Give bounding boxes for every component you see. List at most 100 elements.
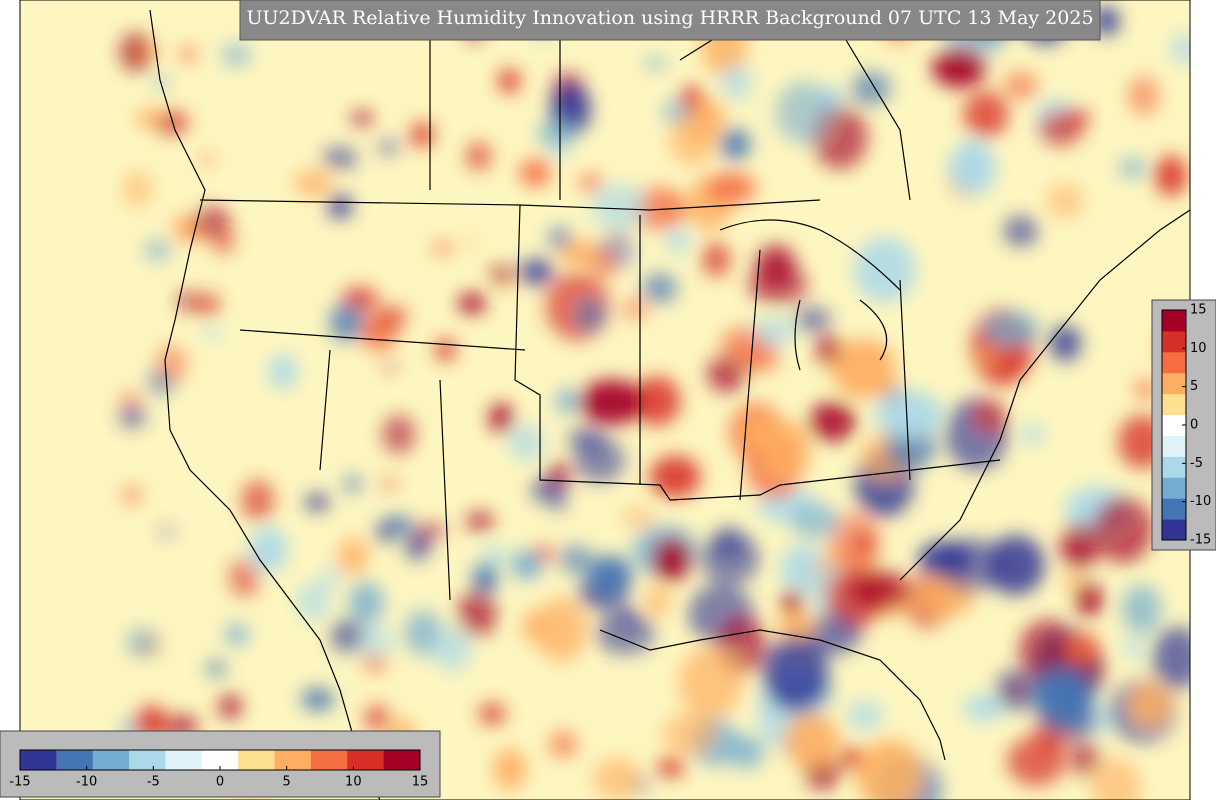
field-blob [1023, 423, 1044, 445]
field-blob [644, 56, 667, 70]
field-blob [973, 399, 1007, 433]
field-blob [763, 635, 829, 713]
field-blob [122, 484, 141, 505]
field-blob [435, 338, 456, 362]
field-blob [574, 297, 605, 333]
field-blob [377, 140, 400, 155]
field-blob [327, 194, 353, 219]
field-blob [129, 42, 161, 61]
field-blob [976, 346, 998, 368]
field-blob [986, 535, 1045, 595]
field-blob [1075, 582, 1103, 617]
field-blob [705, 172, 757, 204]
field-blob [808, 401, 856, 442]
field-blob [963, 91, 1009, 139]
colorbar-tick-label: 5 [283, 775, 291, 790]
field-blob [617, 608, 638, 626]
field-blob [535, 597, 587, 662]
field-blob [457, 590, 497, 638]
field-blob [678, 646, 743, 719]
field-blob [1003, 215, 1038, 247]
colorbar-segment [1162, 330, 1186, 353]
field-blob [849, 570, 909, 610]
colorbar-segment [310, 750, 348, 770]
field-blob [595, 610, 655, 655]
field-blob [752, 317, 795, 347]
field-blob [218, 694, 242, 720]
field-blob [739, 343, 779, 373]
field-blob [410, 122, 434, 148]
colorbar-segment [1162, 477, 1186, 499]
colorbar-bottom: -15 -10 -5 0 5 10 15 [9, 749, 428, 790]
innovation-field [119, 0, 1190, 800]
field-blob [1172, 33, 1190, 65]
field-blob [301, 688, 334, 711]
field-blob [574, 437, 625, 483]
field-blob [579, 379, 644, 425]
colorbar-tick-label: -15 [9, 775, 30, 790]
field-blob [322, 147, 358, 169]
field-blob [305, 493, 330, 511]
field-blob [482, 545, 507, 568]
field-blob [702, 241, 731, 277]
field-blob [1134, 378, 1157, 400]
field-blob [171, 213, 198, 240]
field-blob [338, 537, 368, 576]
field-blob [1128, 682, 1173, 728]
colorbar-right: 15 10 5 0 -5 -10 -15 [1161, 303, 1211, 548]
field-blob [1033, 666, 1093, 730]
pacific-coast [149, 9, 381, 800]
colorbar-tick-label: -10 [1190, 494, 1211, 509]
field-blob [241, 479, 275, 522]
field-blob [720, 128, 751, 161]
field-blob [493, 748, 527, 791]
colorbar-segment [238, 750, 276, 770]
field-blob [841, 746, 863, 771]
field-blob [537, 120, 577, 147]
field-blob [382, 478, 396, 489]
field-blob [939, 538, 1004, 593]
field-blob [1049, 325, 1082, 362]
field-blob [1091, 758, 1142, 800]
gulf-atlantic-coast [599, 209, 1190, 761]
field-blob [348, 581, 384, 624]
field-blob [206, 660, 227, 677]
field-blob [294, 170, 333, 197]
field-blob [296, 582, 330, 621]
field-blob [382, 361, 397, 371]
field-blob [510, 550, 543, 580]
field-blob [533, 547, 555, 561]
field-blob [747, 265, 808, 305]
field-blob [1003, 71, 1039, 100]
field-blob [489, 403, 514, 434]
field-blob [706, 355, 746, 393]
colorbar-segment [347, 750, 385, 770]
field-blob [1060, 523, 1099, 570]
field-blob [759, 419, 811, 483]
field-blob [1128, 75, 1160, 116]
field-blob [590, 246, 618, 280]
field-blob [431, 525, 446, 534]
field-blob [268, 354, 298, 390]
field-blob [829, 512, 881, 574]
field-blob [556, 388, 579, 414]
colorbar-segment [1162, 498, 1186, 520]
field-blob [851, 71, 891, 106]
field-blob [122, 170, 153, 208]
field-blob [414, 522, 432, 541]
field-blob [195, 292, 220, 317]
colorbar-segment [92, 750, 130, 770]
field-blob [995, 668, 1037, 713]
field-blob [490, 266, 514, 283]
field-blob [549, 731, 577, 758]
field-blob [681, 85, 703, 110]
field-blob [721, 64, 752, 101]
field-blob [1062, 572, 1083, 592]
colorbar-tick-label: -15 [1190, 533, 1211, 548]
colorbar-segment [1162, 372, 1186, 395]
colorbar-tick-label: 10 [1190, 341, 1207, 356]
field-blob [330, 618, 365, 653]
field-blob [662, 713, 718, 756]
colorbar-segment [20, 750, 57, 770]
